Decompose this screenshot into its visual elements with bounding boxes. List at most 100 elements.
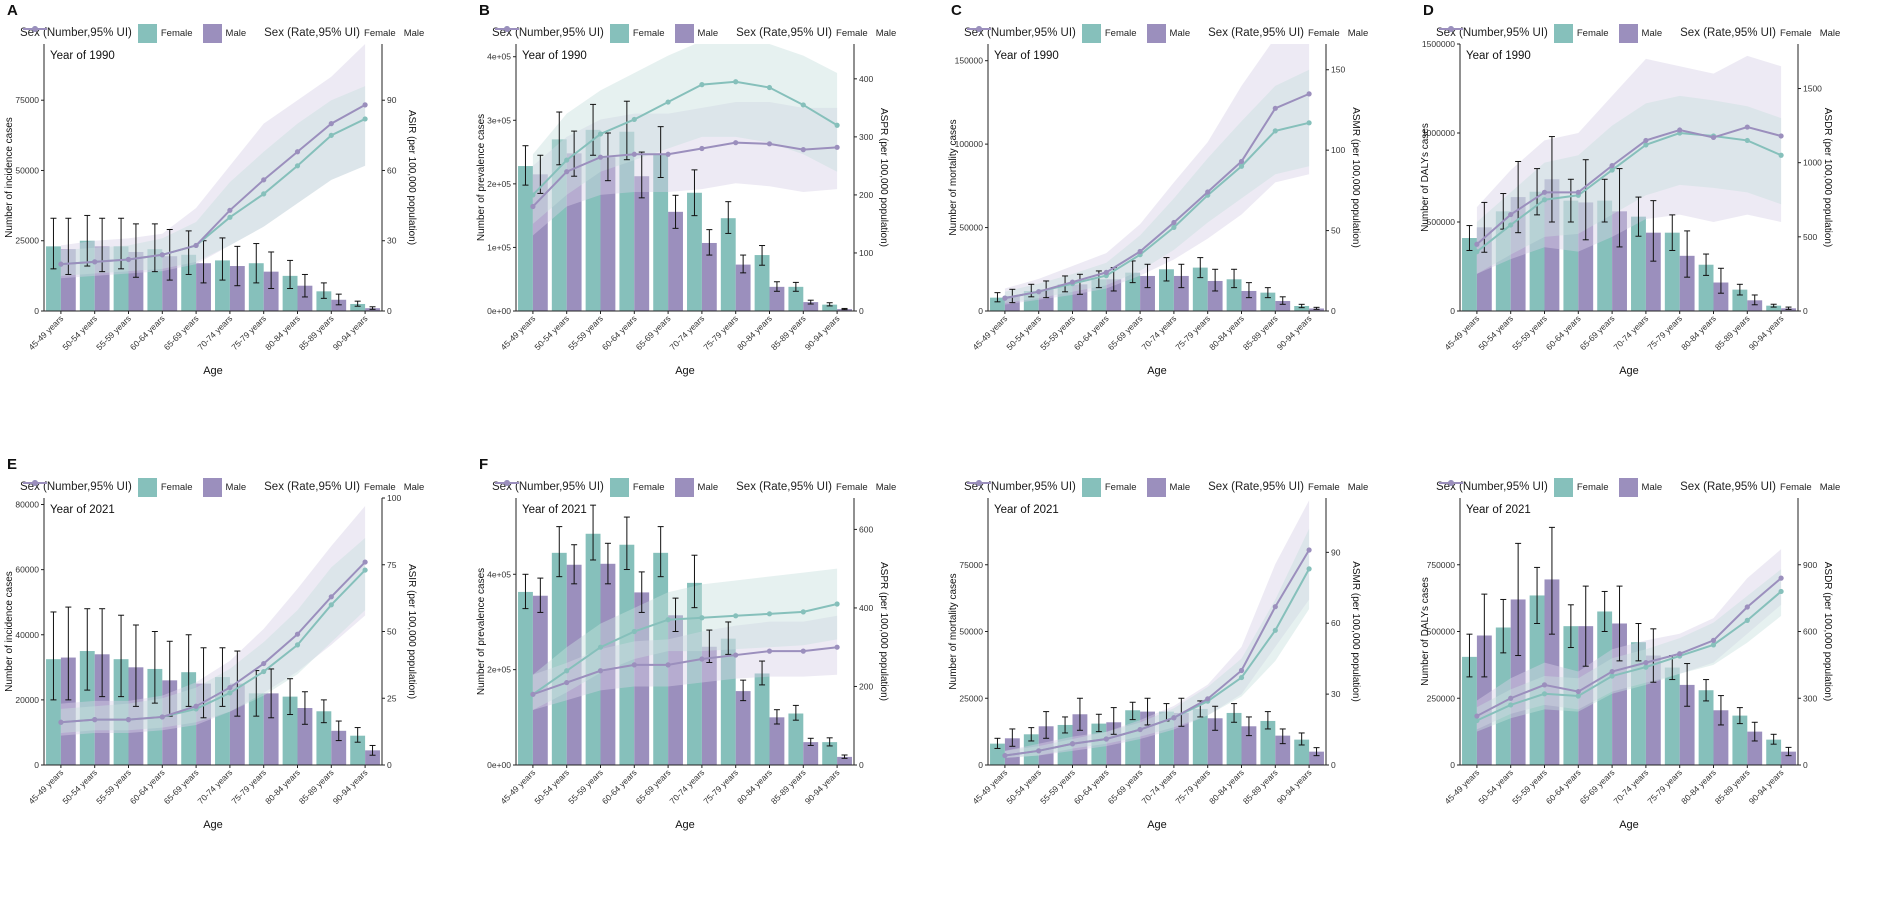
line-female-rate-point	[1575, 693, 1581, 699]
x-tick-label: 65-69 years	[1106, 313, 1145, 352]
line-female-rate-point	[1306, 566, 1312, 572]
y2-tick-label: 150	[1331, 65, 1345, 75]
x-tick-label: 80-84 years	[263, 767, 302, 806]
y2-tick-label: 200	[859, 190, 873, 200]
line-female-rate-point	[1609, 167, 1615, 173]
line-female-rate-point	[699, 82, 705, 88]
x-tick-label: 50-54 years	[1004, 767, 1043, 806]
bar-male	[196, 263, 211, 311]
x-tick-label: 60-64 years	[128, 767, 167, 806]
line-male-rate-point	[193, 242, 199, 249]
legend-number-title: Sex (Number,95% UI)	[492, 27, 604, 39]
legend-male-line-icon	[23, 480, 47, 486]
bar-female	[653, 552, 669, 765]
y2-axis-title: ASIR (per 100,000 population)	[406, 110, 417, 245]
x-tick-label: 75-79 years	[1173, 313, 1212, 352]
bar-female	[1732, 715, 1748, 765]
bar-female	[1529, 191, 1545, 311]
x-tick-label: 90-94 years	[803, 313, 842, 352]
line-male-rate-point	[1677, 651, 1683, 657]
bar-male	[600, 563, 616, 765]
line-male-rate-point	[1069, 279, 1076, 285]
line-male-rate-point	[1171, 715, 1177, 721]
legend-female-label: Female	[1576, 481, 1609, 493]
y-tick-label: 25000	[959, 693, 983, 703]
legend-male-label: Male	[697, 27, 719, 39]
legend-male-rate-label: Male	[875, 481, 897, 493]
y-axis-title: Number of prevalence cases	[476, 114, 487, 241]
line-female-rate-point	[1778, 152, 1784, 158]
legend-male-line-icon	[1439, 26, 1463, 32]
line-female-rate-point	[631, 628, 637, 635]
x-tick-label: 70-74 years	[196, 313, 235, 352]
y-tick-label: 100000	[955, 139, 984, 149]
line-female-rate-point	[800, 102, 806, 108]
bar-female	[1766, 305, 1782, 311]
y-tick-label: 0	[978, 306, 983, 316]
line-male-rate-point	[597, 154, 604, 160]
y2-tick-label: 1000	[1803, 158, 1822, 168]
legend-female-swatch	[1081, 23, 1101, 43]
bar-male	[735, 691, 751, 765]
line-male-rate-point	[1036, 289, 1042, 295]
bar-female	[316, 291, 332, 311]
legend-female-rate-label: Female	[1308, 481, 1340, 493]
line-male-rate-point	[1103, 736, 1109, 742]
line-female-rate-point	[564, 668, 570, 674]
bar-male	[634, 176, 650, 311]
y2-tick-label: 0	[387, 760, 392, 770]
x-tick-label: 50-54 years	[1476, 767, 1515, 806]
x-tick-label: 85-89 years	[769, 767, 808, 806]
x-tick-label: 65-69 years	[162, 313, 201, 352]
x-tick-label: 65-69 years	[1578, 313, 1617, 352]
x-tick-label: 70-74 years	[1140, 767, 1179, 806]
bar-male	[1207, 280, 1223, 311]
legend-male-rate-label: Male	[875, 27, 897, 39]
y2-tick-label: 0	[1803, 760, 1808, 770]
line-male-rate-point	[766, 648, 773, 654]
line-female-rate-point	[362, 567, 368, 573]
panel-letter: D	[1423, 2, 1434, 19]
x-tick-label: 55-59 years	[1510, 767, 1549, 806]
legend-rate-title: Sex (Rate,95% UI)	[1208, 27, 1305, 39]
line-male-rate-point	[1677, 127, 1683, 133]
bar-male	[1510, 599, 1526, 765]
bar-male	[1612, 211, 1627, 311]
line-male-rate-point	[1137, 248, 1143, 255]
legend-male-label: Male	[697, 481, 719, 493]
legend-male-swatch	[1146, 23, 1166, 43]
legend-rate-title: Sex (Rate,95% UI)	[1680, 27, 1777, 39]
line-male-rate-point	[362, 559, 368, 565]
x-tick-label: 80-84 years	[735, 313, 774, 352]
legend-male-rate-label: Male	[403, 27, 425, 39]
y-tick-label: 3e+05	[487, 115, 511, 125]
y2-tick-label: 0	[859, 760, 864, 770]
x-tick-label: 70-74 years	[668, 767, 707, 806]
y-axis-title: Number of mortality cases	[948, 119, 959, 235]
y-axis-title: Number of incidence cases	[4, 571, 15, 692]
bar-female	[1091, 279, 1107, 311]
panel-e: 0 20000 40000 60000 80000 0 25 50 75 100 45-49 yea…	[0, 454, 472, 908]
y2-tick-label: 90	[387, 95, 397, 105]
bar-male	[365, 750, 380, 765]
line-male-rate-point	[294, 631, 301, 637]
line-male-rate-point	[159, 252, 165, 258]
legend-male-swatch	[202, 477, 222, 497]
bar-male	[1309, 751, 1324, 765]
y2-axis-title: ASPR (per 100,000 population)	[878, 108, 889, 247]
legend-female-swatch	[137, 477, 157, 497]
line-male-rate-point	[1036, 748, 1042, 754]
line-male-rate-point	[1205, 189, 1211, 195]
y2-tick-label: 100	[387, 493, 401, 503]
line-male-rate-point	[800, 648, 806, 654]
bar-female	[1698, 690, 1714, 765]
legend-female-label: Female	[1104, 27, 1137, 39]
bar-female	[1091, 723, 1107, 765]
line-male-rate-point	[699, 145, 705, 152]
line-male-rate-point	[261, 660, 267, 667]
line-female-rate-point	[631, 116, 637, 123]
plot-area	[46, 506, 380, 765]
line-female-rate-point	[1508, 222, 1514, 228]
x-tick-label: 80-84 years	[735, 767, 774, 806]
x-tick-label: 65-69 years	[1106, 767, 1145, 806]
